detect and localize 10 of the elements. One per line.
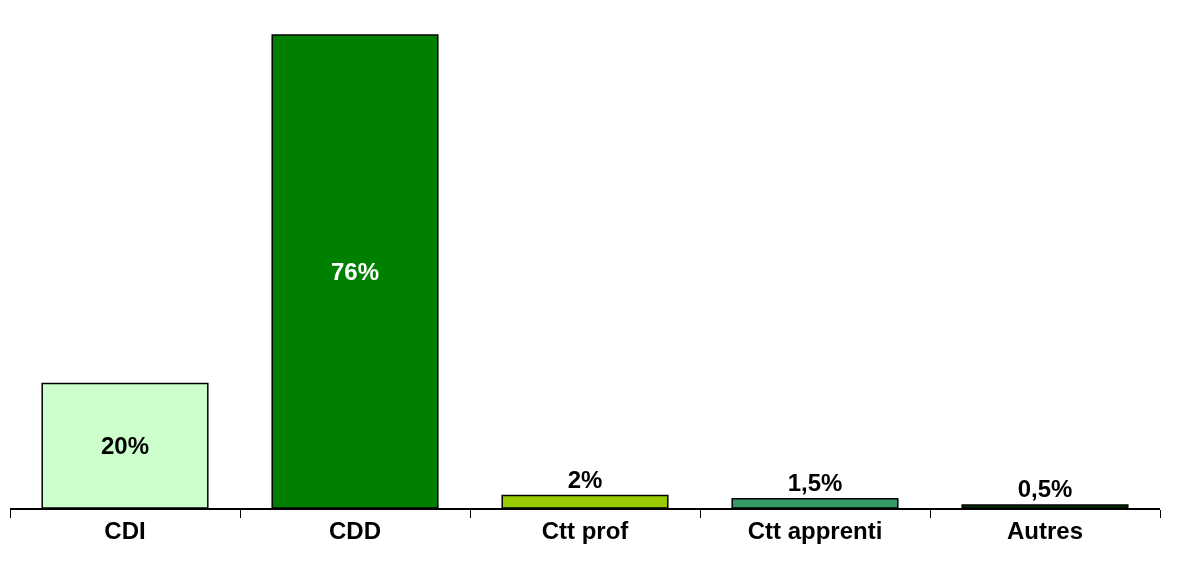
data-label: 76% [330, 257, 380, 285]
x-tick-label: Ctt prof [541, 516, 630, 544]
x-tick-label: CDI [104, 516, 146, 544]
x-tick-label: Autres [1006, 516, 1084, 544]
data-label: 2% [567, 465, 603, 493]
data-label: 1,5% [787, 468, 843, 496]
x-tick-label: Ctt apprenti [747, 516, 883, 544]
x-tick-label: CDD [329, 516, 381, 544]
data-label: 0,5% [1017, 474, 1073, 502]
data-label: 20% [100, 432, 150, 460]
